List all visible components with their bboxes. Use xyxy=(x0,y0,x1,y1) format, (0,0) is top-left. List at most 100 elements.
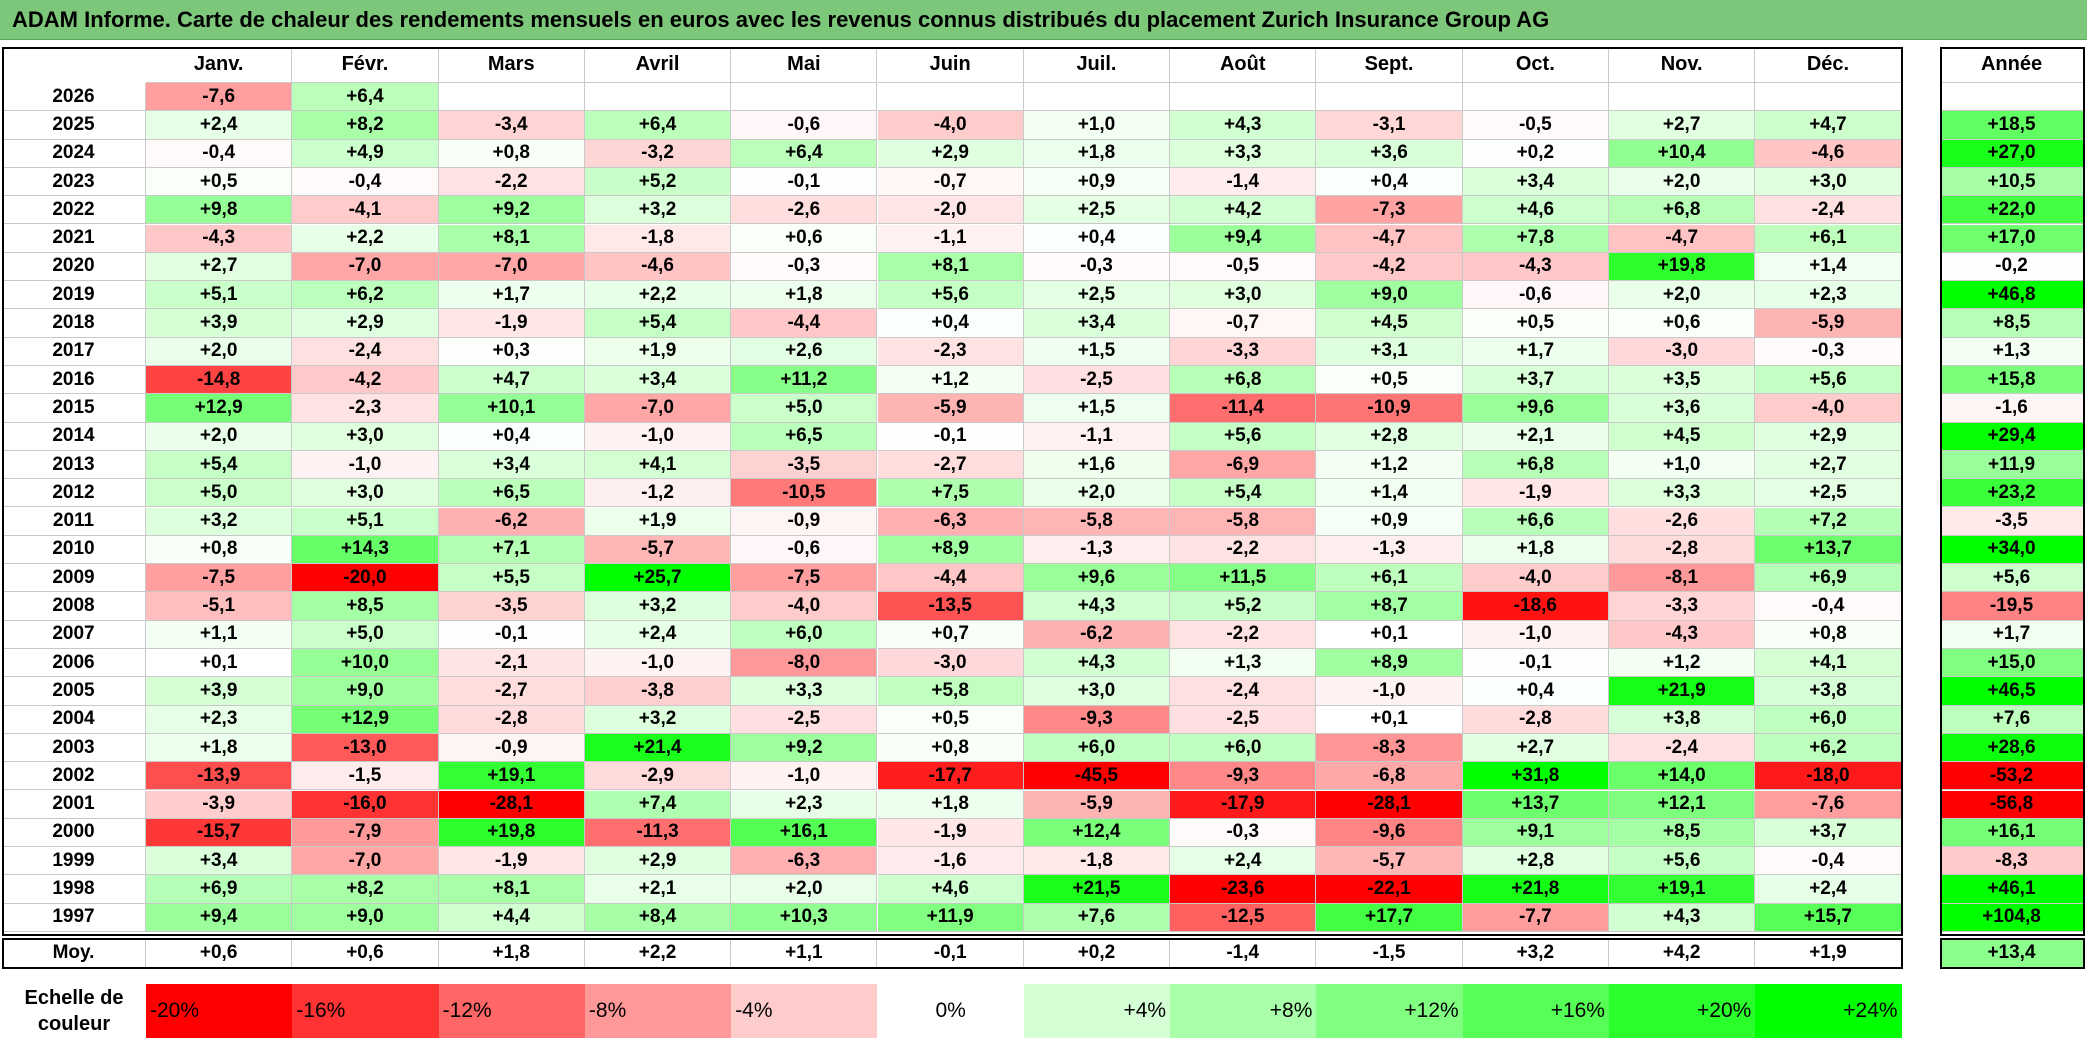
heatmap-cell: +2,3 xyxy=(731,790,878,819)
heatmap-cell: -1,0 xyxy=(1316,677,1463,706)
heatmap-cell: +0,8 xyxy=(877,733,1024,763)
heatmap-cell: +1,7 xyxy=(1462,337,1609,366)
average-cell: +0,6 xyxy=(292,938,439,968)
heatmap-cell: -10,9 xyxy=(1316,394,1463,423)
heatmap-cell: -2,4 xyxy=(1609,733,1756,763)
heatmap-cell: -6,3 xyxy=(731,847,878,876)
heatmap-cell: +6,8 xyxy=(1170,366,1317,395)
year-label: 2006 xyxy=(2,649,146,678)
heatmap-cell: +5,2 xyxy=(584,167,732,197)
heatmap-cell: -4,1 xyxy=(292,196,439,225)
annual-cell: +28,6 xyxy=(1940,733,2084,763)
heatmap-cell: +2,2 xyxy=(292,224,439,253)
heatmap-cell xyxy=(1755,83,1902,112)
heatmap-cell: +3,0 xyxy=(292,479,439,508)
heatmap-cell: +1,8 xyxy=(1023,139,1171,168)
heatmap-cell: +19,8 xyxy=(1609,252,1756,282)
heatmap-cell: +5,1 xyxy=(146,281,293,310)
year-label: 1998 xyxy=(2,875,146,904)
year-label: 2011 xyxy=(2,507,146,536)
year-label: 2001 xyxy=(2,790,146,819)
heatmap-cell: +3,7 xyxy=(1755,818,1902,848)
heatmap-cell: +0,4 xyxy=(1316,167,1463,197)
heatmap-cell: +1,2 xyxy=(877,366,1024,395)
heatmap-cell: -22,1 xyxy=(1316,875,1463,904)
heatmap-cell: -2,7 xyxy=(438,677,585,706)
year-label: 2009 xyxy=(2,564,146,593)
heatmap-cell: -7,3 xyxy=(1316,196,1463,225)
heatmap-cell: +2,1 xyxy=(1462,422,1609,451)
average-cell: +1,8 xyxy=(438,938,585,968)
heatmap-cell: -1,4 xyxy=(1170,167,1317,197)
annual-cell: +27,0 xyxy=(1940,139,2084,168)
month-header: Déc. xyxy=(1755,47,1902,83)
average-cell: +0,6 xyxy=(146,938,293,968)
heatmap-cell: +21,4 xyxy=(584,733,732,763)
heatmap-cell: +21,9 xyxy=(1609,677,1756,706)
legend-swatch: +24% xyxy=(1755,984,1902,1038)
month-header: Mars xyxy=(438,47,585,83)
heatmap-cell: -7,6 xyxy=(146,83,293,112)
heatmap-cell: -4,4 xyxy=(877,564,1024,593)
legend-swatch: -12% xyxy=(438,984,585,1038)
heatmap-cell: +9,8 xyxy=(146,196,293,225)
annual-cell: +22,0 xyxy=(1940,196,2084,225)
heatmap-cell: -0,1 xyxy=(1462,649,1609,678)
heatmap-cell: -6,9 xyxy=(1170,450,1317,480)
heatmap-cell: -18,6 xyxy=(1462,592,1609,621)
annual-cell: +7,6 xyxy=(1940,705,2084,734)
heatmap-cell xyxy=(877,83,1024,112)
heatmap-cell: +2,3 xyxy=(146,705,293,734)
heatmap-cell: +4,5 xyxy=(1316,309,1463,338)
annual-cell: -8,3 xyxy=(1940,847,2084,876)
heatmap-cell: +4,6 xyxy=(877,875,1024,904)
heatmap-cell: +1,4 xyxy=(1316,479,1463,508)
heatmap-cell: +9,2 xyxy=(438,196,585,225)
year-label: 2022 xyxy=(2,196,146,225)
heatmap-cell: -1,0 xyxy=(1462,620,1609,649)
year-label: 2003 xyxy=(2,733,146,763)
heatmap-cell: +0,1 xyxy=(1316,705,1463,734)
heatmap-cell: -4,0 xyxy=(877,111,1024,140)
legend-swatch: 0% xyxy=(877,984,1024,1038)
heatmap-cell: +0,7 xyxy=(877,620,1024,649)
heatmap-cell: -11,3 xyxy=(584,818,732,848)
heatmap-cell: +6,9 xyxy=(146,875,293,904)
average-cell: +3,2 xyxy=(1462,938,1609,968)
heatmap-cell: -0,1 xyxy=(731,167,878,197)
heatmap-cell: +6,2 xyxy=(1755,733,1902,763)
heatmap-cell: +8,1 xyxy=(877,252,1024,282)
annual-cell: +18,5 xyxy=(1940,111,2084,140)
heatmap-cell: -0,9 xyxy=(438,733,585,763)
heatmap-cell: +5,6 xyxy=(1755,366,1902,395)
heatmap-cell: -23,6 xyxy=(1170,875,1317,904)
heatmap-cell: +6,6 xyxy=(1462,507,1609,536)
heatmap-cell: -8,0 xyxy=(731,649,878,678)
heatmap-cell: -3,5 xyxy=(438,592,585,621)
annual-cell: +29,4 xyxy=(1940,422,2084,451)
heatmap-cell: +5,0 xyxy=(292,620,439,649)
heatmap-cell: +4,2 xyxy=(1170,196,1317,225)
heatmap-cell: +1,9 xyxy=(584,337,732,366)
heatmap-cell: +3,8 xyxy=(1609,705,1756,734)
heatmap-cell: +1,8 xyxy=(146,733,293,763)
average-annual-cell: +13,4 xyxy=(1940,938,2084,968)
heatmap-cell: +3,6 xyxy=(1316,139,1463,168)
heatmap-cell: +6,5 xyxy=(731,422,878,451)
heatmap-cell: -5,1 xyxy=(146,592,293,621)
heatmap-cell: +3,2 xyxy=(584,196,732,225)
heatmap-cell: +2,5 xyxy=(1023,196,1171,225)
annual-cell: +1,7 xyxy=(1940,620,2084,649)
heatmap-cell: +1,5 xyxy=(1023,394,1171,423)
heatmap-cell: -45,5 xyxy=(1023,762,1171,791)
heatmap-cell: -4,7 xyxy=(1316,224,1463,253)
heatmap-cell: +8,5 xyxy=(292,592,439,621)
heatmap-cell: +4,3 xyxy=(1023,592,1171,621)
annual-cell: +17,0 xyxy=(1940,224,2084,253)
year-label: 2015 xyxy=(2,394,146,423)
heatmap-cell: -7,5 xyxy=(731,564,878,593)
heatmap-cell: +10,3 xyxy=(731,903,878,932)
heatmap-cell: +9,4 xyxy=(1170,224,1317,253)
year-label: 2021 xyxy=(2,224,146,253)
heatmap-cell: +5,6 xyxy=(1170,422,1317,451)
